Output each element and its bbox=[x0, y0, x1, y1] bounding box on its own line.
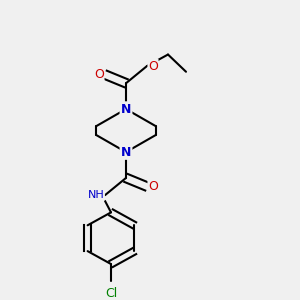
Text: O: O bbox=[94, 68, 104, 81]
Text: NH: NH bbox=[88, 190, 104, 200]
Text: O: O bbox=[148, 59, 158, 73]
Text: N: N bbox=[121, 103, 131, 116]
Text: O: O bbox=[148, 180, 158, 193]
Text: Cl: Cl bbox=[105, 287, 117, 300]
Text: N: N bbox=[121, 146, 131, 159]
